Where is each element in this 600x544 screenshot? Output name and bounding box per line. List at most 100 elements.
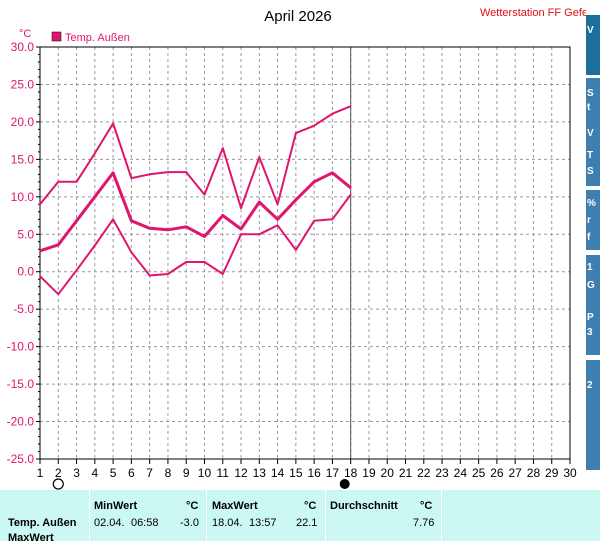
max-value: 22.1	[296, 517, 318, 529]
min-header: MinWert	[94, 500, 138, 512]
x-tick-label: 20	[381, 466, 395, 480]
data-point-max	[276, 203, 279, 206]
x-tick-label: 24	[454, 466, 468, 480]
data-point-avg	[57, 243, 60, 246]
x-tick-label: 8	[165, 466, 172, 480]
strip-band	[586, 78, 600, 186]
data-point-avg	[331, 172, 334, 174]
full-moon-icon	[339, 479, 350, 489]
strip-text: V	[587, 128, 594, 139]
strip-band	[586, 190, 600, 250]
data-point-avg	[185, 225, 188, 228]
y-tick-label: 15.0	[11, 152, 35, 166]
x-tick-label: 18	[344, 466, 358, 480]
data-point-avg	[167, 228, 169, 231]
data-point-max	[167, 171, 169, 173]
y-tick-label: 5.0	[17, 227, 34, 241]
x-tick-label: 6	[128, 466, 135, 480]
max-date: 18.04.	[212, 517, 243, 529]
x-tick-label: 4	[91, 466, 98, 480]
data-point-max	[39, 203, 41, 206]
x-tick-label: 17	[326, 466, 340, 480]
x-tick-label: 27	[508, 466, 522, 480]
y-tick-label: 30.0	[11, 40, 35, 54]
strip-text: S	[587, 88, 594, 99]
data-point-max	[130, 177, 133, 179]
strip-text: 2	[587, 380, 593, 391]
data-point-min	[94, 244, 96, 247]
x-tick-label: 28	[527, 466, 541, 480]
y-tick-label: -10.0	[7, 340, 35, 354]
chart-title: April 2026	[264, 8, 332, 25]
strip-band	[586, 255, 600, 355]
strip-band	[586, 360, 600, 470]
data-point-min	[276, 224, 279, 227]
data-point-max	[57, 181, 60, 183]
strip-text: f	[587, 232, 591, 243]
data-point-max	[295, 132, 297, 134]
x-tick-label: 11	[217, 466, 230, 480]
max-time: 13:57	[249, 517, 277, 529]
x-tick-label: 21	[399, 466, 413, 480]
plot-frame	[39, 46, 571, 460]
y-tick-label: -15.0	[7, 377, 35, 391]
data-point-avg	[130, 219, 133, 222]
data-point-min	[148, 274, 151, 277]
data-point-avg	[349, 187, 352, 189]
data-point-avg	[39, 249, 41, 252]
avg-value: 7.76	[413, 517, 435, 529]
x-tick-label: 13	[253, 466, 267, 480]
data-point-max	[240, 207, 242, 209]
min-unit: °C	[186, 500, 199, 512]
grid	[39, 46, 571, 460]
data-point-max	[313, 124, 315, 127]
data-point-max	[75, 181, 78, 183]
y-tick-label: -5.0	[13, 302, 34, 316]
data-point-min	[295, 249, 297, 251]
strip-band	[586, 15, 600, 75]
strip-text: r	[587, 215, 591, 226]
data-point-max	[203, 193, 206, 196]
y-tick-label: 20.0	[11, 115, 35, 129]
data-point-min	[57, 293, 60, 296]
strip-text: V	[587, 25, 594, 36]
data-point-max	[258, 156, 261, 158]
y-tick-label: 0.0	[17, 265, 34, 279]
y-tick-label: -20.0	[7, 415, 35, 429]
series-line-max	[39, 105, 352, 210]
data-point-avg	[240, 228, 242, 230]
min-time: 06:58	[131, 517, 159, 529]
data-point-min	[112, 218, 114, 221]
data-point-min	[313, 219, 315, 222]
x-tick-label: 22	[417, 466, 431, 480]
data-point-avg	[221, 214, 224, 217]
x-tick-label: 16	[307, 466, 321, 480]
data-point-avg	[203, 235, 206, 238]
plot-area	[40, 47, 570, 459]
strip-text: T	[587, 150, 594, 161]
data-point-avg	[313, 181, 315, 183]
x-tick-label: 9	[183, 466, 190, 480]
new-moon-icon	[52, 478, 64, 490]
min-value: -3.0	[180, 517, 199, 529]
x-tick-label: 23	[435, 466, 449, 480]
strip-text: G	[587, 280, 595, 291]
strip-text: t	[587, 102, 591, 113]
max-header: MaxWert	[212, 500, 258, 512]
x-tick-label: 12	[234, 466, 248, 480]
temperature-chart: April 2026 Wetterstation FF Gefell °C Te…	[7, 7, 593, 490]
data-point-avg	[148, 227, 151, 230]
data-point-max	[221, 147, 224, 149]
data-point-min	[130, 251, 133, 254]
x-tick-label: 3	[73, 466, 80, 480]
x-tick-label: 14	[271, 466, 285, 480]
data-point-max	[349, 105, 352, 107]
tick-labels: 30.0 25.0 20.0 15.0 10.0 5.0 0.0 -5.0 -10.0 -15.0…	[7, 40, 577, 480]
strip-text: P	[587, 312, 594, 323]
data-point-min	[39, 275, 41, 278]
strip-text: 1	[587, 262, 593, 273]
data-point-avg	[75, 219, 78, 222]
axes	[36, 46, 571, 464]
row-label-next: MaxWert	[8, 532, 54, 544]
